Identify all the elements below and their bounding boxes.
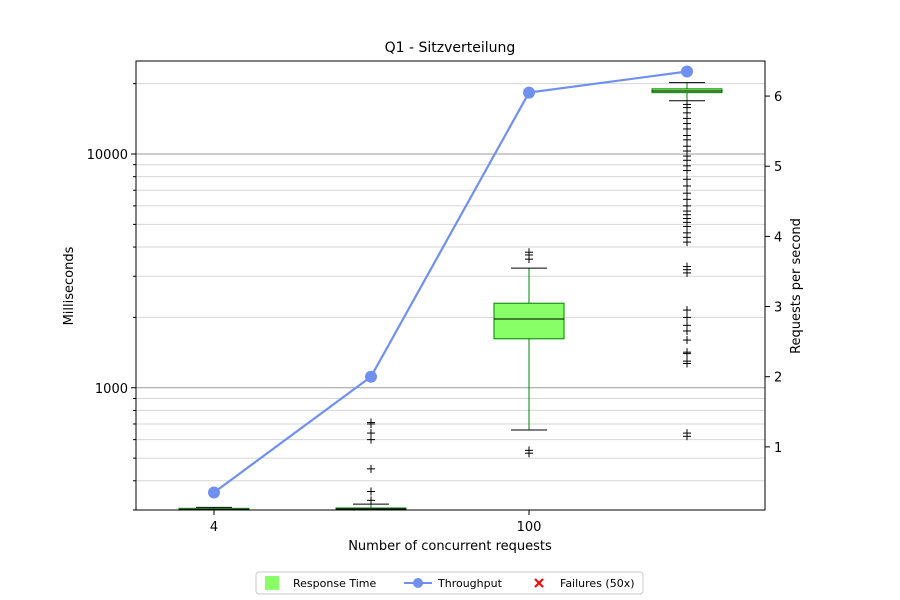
outlier: [683, 348, 691, 357]
legend-throughput-marker: [413, 578, 423, 588]
grid: [136, 83, 765, 511]
boxplot: [493, 248, 565, 458]
outlier: [683, 306, 691, 315]
throughput-point: [681, 65, 693, 78]
outlier: [683, 262, 691, 271]
y-left-tick-label: 10000: [87, 148, 128, 163]
legend-response-time-marker: [265, 576, 279, 590]
outlier: [367, 418, 375, 427]
box: [493, 302, 565, 340]
y-right-tick-label: 3: [774, 301, 782, 316]
y-right-tick-label: 4: [774, 230, 782, 245]
y-right-tick-label: 2: [774, 371, 782, 386]
outlier: [367, 464, 375, 473]
y-right-tick-label: 1: [774, 441, 782, 456]
legend-throughput-label: Throughput: [437, 577, 503, 590]
throughput-line: [213, 70, 688, 494]
y-axis-right-label: Requests per second: [789, 218, 804, 354]
outlier: [683, 189, 691, 198]
throughput-point: [208, 486, 220, 499]
y-right-tick-label: 5: [774, 160, 782, 175]
axes: 1000 10000 1 2 3 4 5 6 4 100: [87, 83, 782, 535]
outlier: [683, 357, 691, 366]
outlier: [525, 248, 533, 257]
throughput-point: [365, 370, 377, 383]
outlier: [367, 429, 375, 438]
outlier: [683, 336, 691, 345]
outlier: [367, 496, 375, 505]
outlier: [683, 313, 691, 322]
outlier: [683, 100, 691, 109]
outlier: [683, 181, 691, 190]
plot-frame: [135, 60, 766, 511]
boxplot: [651, 82, 723, 441]
outlier: [525, 446, 533, 455]
legend-failures-label: Failures (50x): [560, 577, 635, 590]
y-right-tick-label: 6: [774, 90, 782, 105]
boxes: [178, 82, 723, 511]
outlier: [683, 175, 691, 184]
throughput-series: [208, 65, 693, 499]
throughput-point: [523, 86, 535, 99]
legend-failures-marker: [534, 578, 544, 588]
outlier: [683, 321, 691, 330]
x-tick-label: 4: [210, 520, 218, 535]
outlier: [367, 487, 375, 496]
boxplot: [335, 418, 407, 511]
x-tick-label: 100: [517, 520, 542, 535]
chart-title: Q1 - Sitzverteilung: [385, 40, 516, 56]
y-axis-left-label: Milliseconds: [62, 246, 77, 325]
legend-response-time-label: Response Time: [293, 577, 376, 590]
legend-frame: [255, 571, 644, 595]
x-axis-label: Number of concurrent requests: [348, 539, 552, 554]
legend: Response Time Throughput Failures (50x): [255, 571, 644, 595]
y-left-tick-label: 1000: [95, 382, 128, 397]
outlier: [683, 429, 691, 438]
